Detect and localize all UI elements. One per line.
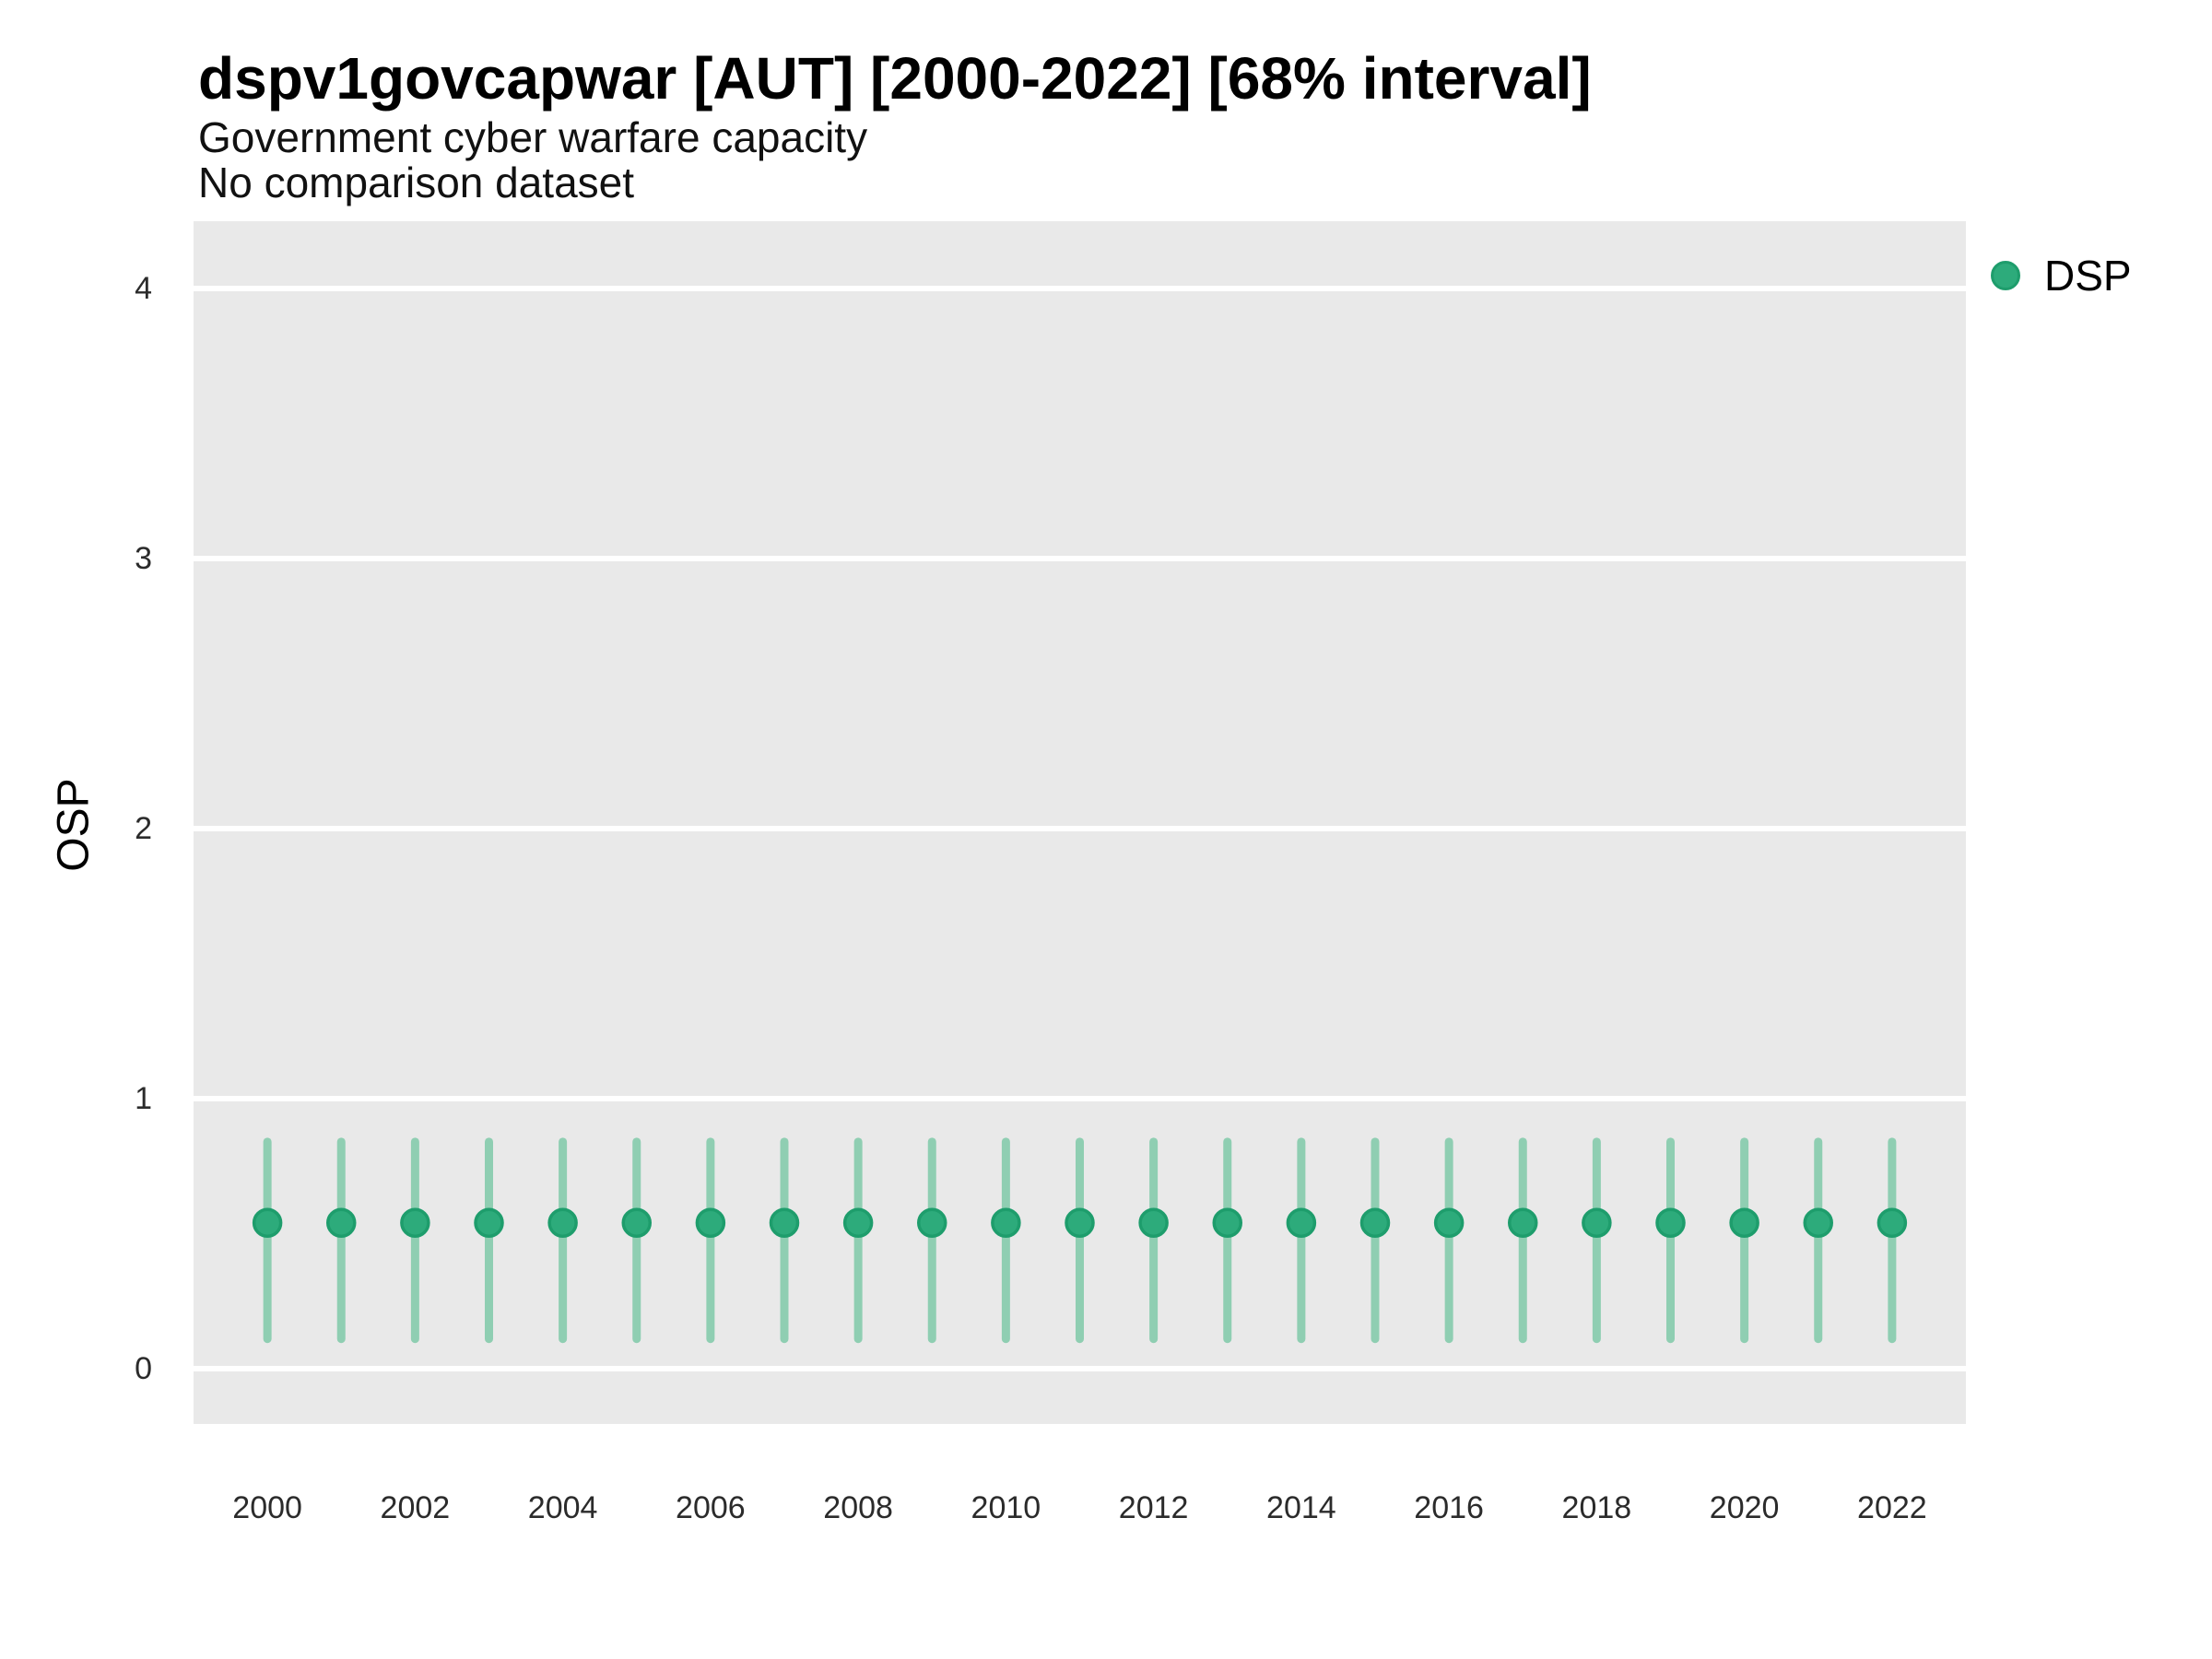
x-tick-label: 2022 bbox=[1857, 1490, 1927, 1525]
chart-subtitle: Government cyber warfare capacity bbox=[198, 113, 868, 161]
data-point bbox=[991, 1207, 1021, 1238]
legend: DSP bbox=[1991, 251, 2132, 300]
data-point bbox=[1138, 1207, 1169, 1238]
chart-note: No comparison dataset bbox=[198, 159, 635, 206]
gridline bbox=[194, 555, 1966, 561]
x-tick-label: 2000 bbox=[232, 1490, 302, 1525]
chart-canvas bbox=[252, 1137, 1908, 1344]
data-point bbox=[917, 1207, 947, 1238]
data-point bbox=[547, 1207, 578, 1238]
x-tick-label: 2002 bbox=[380, 1490, 451, 1525]
legend-label: DSP bbox=[2044, 252, 2132, 300]
data-point bbox=[474, 1207, 504, 1238]
data-point bbox=[400, 1207, 430, 1238]
x-tick-label: 2008 bbox=[823, 1490, 893, 1525]
chart-title: dspv1govcapwar [AUT] [2000-2022] [68% in… bbox=[198, 45, 1592, 112]
data-point bbox=[326, 1207, 357, 1238]
data-point bbox=[1582, 1207, 1612, 1238]
gridline bbox=[194, 1095, 1966, 1101]
x-tick-label: 2004 bbox=[527, 1490, 598, 1525]
data-point bbox=[1286, 1207, 1317, 1238]
y-tick-label: 0 bbox=[135, 1350, 152, 1386]
data-point bbox=[1212, 1207, 1242, 1238]
data-point bbox=[1508, 1207, 1538, 1238]
plot-panel bbox=[194, 221, 1966, 1424]
x-tick-label: 2010 bbox=[971, 1490, 1041, 1525]
y-tick-label: 4 bbox=[135, 270, 152, 306]
data-point bbox=[1655, 1207, 1686, 1238]
legend-point-icon bbox=[1991, 261, 2020, 290]
data-point bbox=[252, 1207, 283, 1238]
data-point bbox=[1065, 1207, 1095, 1238]
data-point bbox=[1803, 1207, 1833, 1238]
x-tick-label: 2016 bbox=[1414, 1490, 1484, 1525]
data-point bbox=[621, 1207, 652, 1238]
x-tick-label: 2020 bbox=[1709, 1490, 1780, 1525]
x-tick-label: 2012 bbox=[1118, 1490, 1189, 1525]
gridline bbox=[194, 825, 1966, 831]
gridline bbox=[194, 1365, 1966, 1371]
data-point bbox=[1359, 1207, 1391, 1238]
data-point bbox=[1877, 1207, 1908, 1238]
data-point bbox=[842, 1207, 874, 1238]
y-tick-label: 2 bbox=[135, 810, 152, 846]
data-point bbox=[769, 1207, 800, 1238]
y-tick-label: 1 bbox=[135, 1080, 152, 1116]
x-tick-label: 2014 bbox=[1266, 1490, 1336, 1525]
x-tick-label: 2018 bbox=[1561, 1490, 1632, 1525]
y-tick-label: 3 bbox=[135, 540, 152, 576]
data-point bbox=[695, 1207, 726, 1238]
data-point bbox=[1433, 1207, 1465, 1238]
x-tick-label: 2006 bbox=[676, 1490, 746, 1525]
data-point bbox=[1729, 1207, 1759, 1238]
gridline bbox=[194, 285, 1966, 291]
